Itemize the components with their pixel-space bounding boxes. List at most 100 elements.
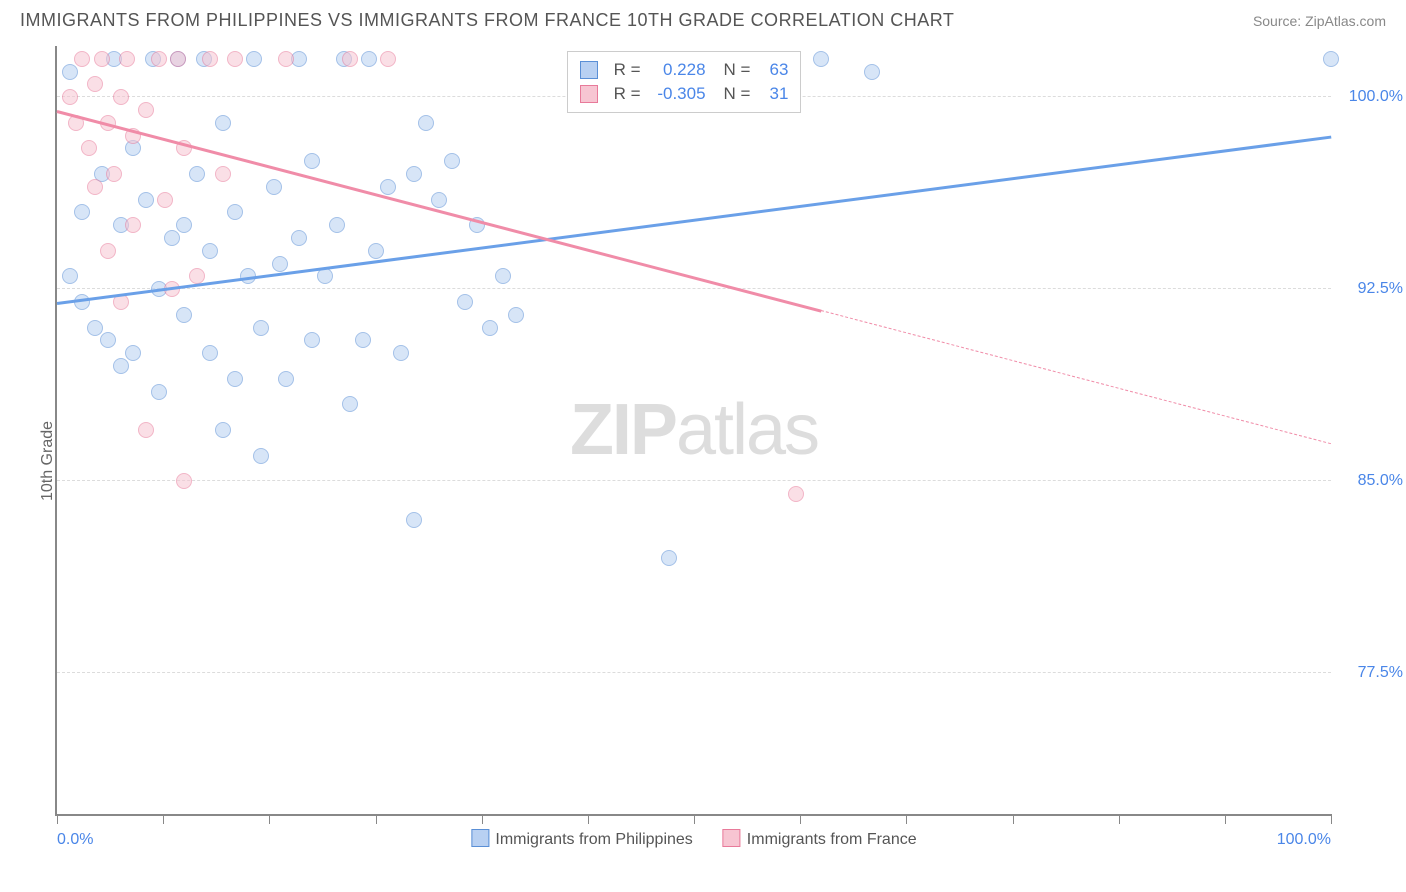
- x-max-label: 100.0%: [1277, 831, 1331, 849]
- data-point-france: [176, 473, 192, 489]
- data-point-france: [278, 51, 294, 67]
- legend-swatch: [580, 61, 598, 79]
- data-point-philippines: [1323, 51, 1339, 67]
- data-point-philippines: [113, 358, 129, 374]
- data-point-france: [81, 140, 97, 156]
- data-point-philippines: [393, 345, 409, 361]
- data-point-philippines: [661, 550, 677, 566]
- data-point-france: [125, 217, 141, 233]
- data-point-philippines: [62, 268, 78, 284]
- trend-line: [821, 310, 1331, 444]
- data-point-france: [151, 51, 167, 67]
- gridline: [57, 288, 1331, 289]
- data-point-france: [157, 192, 173, 208]
- chart-title: IMMIGRANTS FROM PHILIPPINES VS IMMIGRANT…: [20, 10, 954, 31]
- data-point-philippines: [508, 307, 524, 323]
- x-tick: [588, 814, 589, 824]
- x-tick: [906, 814, 907, 824]
- data-point-france: [202, 51, 218, 67]
- data-point-philippines: [361, 51, 377, 67]
- data-point-philippines: [62, 64, 78, 80]
- x-tick: [1225, 814, 1226, 824]
- data-point-france: [342, 51, 358, 67]
- data-point-philippines: [272, 256, 288, 272]
- data-point-philippines: [304, 332, 320, 348]
- data-point-philippines: [457, 294, 473, 310]
- data-point-philippines: [317, 268, 333, 284]
- y-tick-label: 100.0%: [1338, 88, 1403, 106]
- data-point-philippines: [189, 166, 205, 182]
- data-point-philippines: [291, 230, 307, 246]
- x-tick: [694, 814, 695, 824]
- data-point-philippines: [418, 115, 434, 131]
- x-tick: [1013, 814, 1014, 824]
- chart-container: 10th Grade ZIPatlas 77.5%85.0%92.5%100.0…: [0, 36, 1406, 886]
- x-tick: [57, 814, 58, 824]
- data-point-philippines: [253, 448, 269, 464]
- data-point-philippines: [246, 51, 262, 67]
- data-point-philippines: [342, 396, 358, 412]
- data-point-france: [113, 89, 129, 105]
- data-point-philippines: [406, 512, 422, 528]
- x-tick: [163, 814, 164, 824]
- data-point-philippines: [864, 64, 880, 80]
- x-tick: [800, 814, 801, 824]
- data-point-philippines: [355, 332, 371, 348]
- legend-swatch: [471, 829, 489, 847]
- data-point-france: [106, 166, 122, 182]
- legend-item-philippines: Immigrants from Philippines: [471, 829, 692, 849]
- data-point-philippines: [227, 371, 243, 387]
- data-point-philippines: [74, 204, 90, 220]
- data-point-france: [94, 51, 110, 67]
- stats-row-france: R =-0.305 N =31: [580, 82, 789, 106]
- data-point-philippines: [368, 243, 384, 259]
- y-tick-label: 77.5%: [1338, 664, 1403, 682]
- data-point-philippines: [202, 345, 218, 361]
- data-point-france: [138, 422, 154, 438]
- gridline: [57, 672, 1331, 673]
- data-point-philippines: [253, 320, 269, 336]
- data-point-france: [62, 89, 78, 105]
- x-min-label: 0.0%: [57, 831, 93, 849]
- data-point-philippines: [227, 204, 243, 220]
- data-point-philippines: [100, 332, 116, 348]
- y-tick-label: 92.5%: [1338, 280, 1403, 298]
- data-point-france: [227, 51, 243, 67]
- stats-box: R =0.228 N =63R =-0.305 N =31: [567, 51, 802, 113]
- data-point-philippines: [176, 307, 192, 323]
- data-point-philippines: [278, 371, 294, 387]
- data-point-philippines: [74, 294, 90, 310]
- data-point-france: [138, 102, 154, 118]
- data-point-france: [119, 51, 135, 67]
- source-label: Source: ZipAtlas.com: [1253, 13, 1386, 29]
- data-point-philippines: [202, 243, 218, 259]
- watermark: ZIPatlas: [570, 389, 818, 471]
- data-point-france: [74, 51, 90, 67]
- data-point-philippines: [164, 230, 180, 246]
- x-tick: [1119, 814, 1120, 824]
- data-point-philippines: [380, 179, 396, 195]
- gridline: [57, 480, 1331, 481]
- data-point-france: [215, 166, 231, 182]
- bottom-legend: Immigrants from Philippines Immigrants fr…: [471, 829, 916, 849]
- stats-row-philippines: R =0.228 N =63: [580, 58, 789, 82]
- y-tick-label: 85.0%: [1338, 472, 1403, 490]
- data-point-philippines: [495, 268, 511, 284]
- data-point-philippines: [151, 384, 167, 400]
- data-point-philippines: [215, 115, 231, 131]
- data-point-philippines: [138, 192, 154, 208]
- data-point-france: [170, 51, 186, 67]
- data-point-philippines: [266, 179, 282, 195]
- data-point-philippines: [125, 345, 141, 361]
- data-point-philippines: [304, 153, 320, 169]
- legend-item-france: Immigrants from France: [723, 829, 917, 849]
- x-tick: [269, 814, 270, 824]
- x-tick: [1331, 814, 1332, 824]
- legend-swatch: [580, 85, 598, 103]
- data-point-philippines: [444, 153, 460, 169]
- plot-area: ZIPatlas 77.5%85.0%92.5%100.0%0.0%100.0%…: [55, 46, 1331, 816]
- data-point-philippines: [87, 320, 103, 336]
- data-point-philippines: [215, 422, 231, 438]
- data-point-france: [87, 179, 103, 195]
- x-tick: [376, 814, 377, 824]
